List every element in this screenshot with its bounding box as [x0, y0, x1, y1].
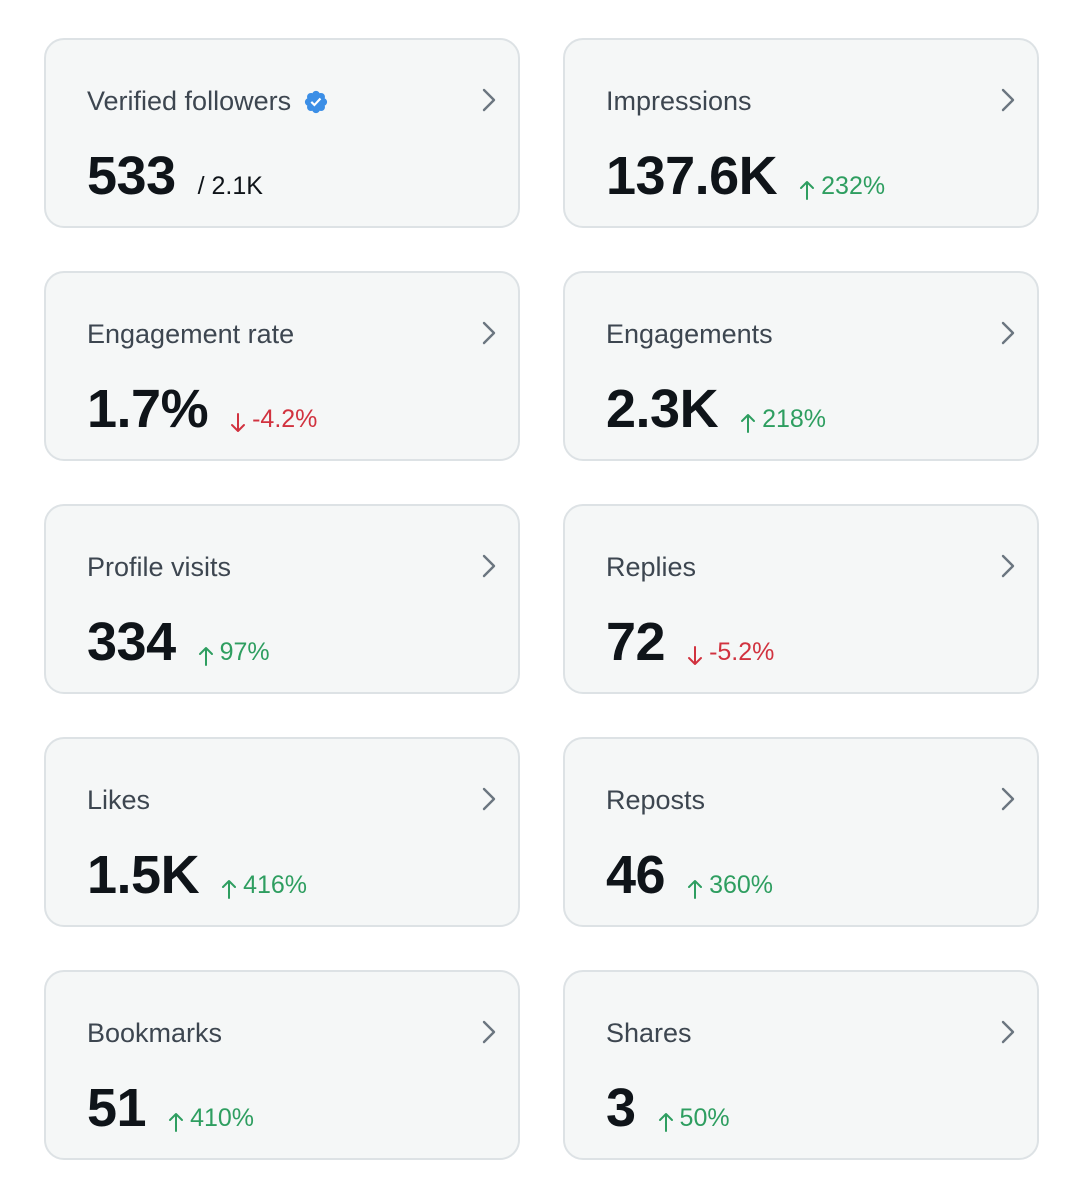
metric-row: 3 50%	[606, 1076, 730, 1140]
card-title: Engagement rate	[87, 319, 294, 350]
metric-value: 3	[606, 1078, 636, 1138]
metrics-grid: Verified followers 533 / 2.1K Impression…	[44, 38, 1039, 1160]
metric-delta: 97%	[198, 638, 270, 667]
chevron-right-icon	[482, 88, 496, 112]
card-title-text: Engagement rate	[87, 319, 295, 349]
card-engagements[interactable]: Engagements 2.3K 218%	[563, 271, 1039, 461]
chevron-right-icon	[1001, 88, 1015, 112]
metric-row: 1.5K 416%	[87, 843, 307, 907]
metric-value: 137.6K	[606, 146, 778, 206]
card-title-text: Profile visits	[87, 552, 232, 582]
card-title: Replies	[606, 552, 696, 583]
card-verified-followers[interactable]: Verified followers 533 / 2.1K	[44, 38, 520, 228]
metric-delta: 416%	[221, 871, 307, 900]
metric-row: 533 / 2.1K	[87, 144, 263, 208]
arrow-up-icon	[800, 180, 815, 200]
arrow-down-icon	[231, 412, 246, 432]
card-shares[interactable]: Shares 3 50%	[563, 970, 1039, 1160]
chevron-right-icon	[1001, 554, 1015, 578]
metric-delta: 232%	[799, 172, 885, 201]
card-title-text: Shares	[606, 1018, 692, 1048]
arrow-up-icon	[658, 1112, 673, 1132]
card-title: Bookmarks	[87, 1018, 222, 1049]
card-title: Likes	[87, 785, 150, 816]
metric-row: 51 410%	[87, 1076, 254, 1140]
card-title-text: Bookmarks	[87, 1018, 223, 1048]
arrow-up-icon	[198, 646, 213, 666]
metric-delta-text: 218%	[762, 405, 827, 433]
metric-value: 334	[87, 612, 176, 672]
card-bookmarks[interactable]: Bookmarks 51 410%	[44, 970, 520, 1160]
arrow-down-icon	[688, 645, 703, 665]
chevron-right-icon	[1001, 1020, 1015, 1044]
metric-delta: -4.2%	[230, 405, 317, 434]
card-title-text: Likes	[87, 785, 151, 815]
card-reposts[interactable]: Reposts 46 360%	[563, 737, 1039, 927]
metric-delta-text: -4.2%	[252, 405, 318, 433]
metric-value: 51	[87, 1078, 147, 1138]
arrow-up-icon	[169, 1112, 184, 1132]
card-title: Shares	[606, 1018, 692, 1049]
arrow-up-icon	[222, 879, 237, 899]
metric-delta: 218%	[740, 405, 826, 434]
card-replies[interactable]: Replies 72 -5.2%	[563, 504, 1039, 694]
metric-value: 533	[87, 146, 176, 206]
chevron-right-icon	[482, 1020, 496, 1044]
card-title: Impressions	[606, 86, 752, 117]
card-impressions[interactable]: Impressions 137.6K 232%	[563, 38, 1039, 228]
metric-value: 1.5K	[87, 845, 200, 905]
metric-row: 137.6K 232%	[606, 144, 885, 208]
card-title: Verified followers	[87, 86, 329, 117]
card-likes[interactable]: Likes 1.5K 416%	[44, 737, 520, 927]
metric-value: 2.3K	[606, 379, 719, 439]
card-title-text: Reposts	[606, 785, 706, 815]
chevron-right-icon	[482, 787, 496, 811]
metric-row: 72 -5.2%	[606, 610, 774, 674]
metric-delta: -5.2%	[687, 638, 774, 667]
arrow-up-icon	[688, 879, 703, 899]
metric-value: 46	[606, 845, 666, 905]
card-title: Profile visits	[87, 552, 231, 583]
chevron-right-icon	[1001, 787, 1015, 811]
verified-badge-icon	[305, 90, 328, 113]
metric-value: 72	[606, 612, 666, 672]
metric-delta: 360%	[687, 871, 773, 900]
chevron-right-icon	[482, 554, 496, 578]
metric-total: / 2.1K	[197, 172, 263, 200]
card-title-text: Engagements	[606, 319, 773, 349]
metric-row: 1.7% -4.2%	[87, 377, 317, 441]
metric-delta-text: 50%	[679, 1104, 730, 1132]
chevron-right-icon	[1001, 321, 1015, 345]
metric-row: 2.3K 218%	[606, 377, 826, 441]
metric-value: 1.7%	[87, 379, 209, 439]
chevron-right-icon	[482, 321, 496, 345]
metric-delta-text: 97%	[219, 638, 270, 666]
card-title: Engagements	[606, 319, 773, 350]
metric-delta-text: 232%	[821, 172, 886, 200]
card-title-text: Impressions	[606, 86, 752, 116]
metric-delta: 50%	[658, 1104, 730, 1133]
card-title-text: Verified followers	[87, 86, 292, 116]
metric-row: 46 360%	[606, 843, 773, 907]
card-title: Reposts	[606, 785, 705, 816]
metric-delta-text: 410%	[190, 1104, 255, 1132]
metric-delta-text: -5.2%	[709, 638, 775, 666]
metric-delta-text: 416%	[243, 871, 308, 899]
metric-delta-text: 360%	[709, 871, 774, 899]
card-profile-visits[interactable]: Profile visits 334 97%	[44, 504, 520, 694]
metric-row: 334 97%	[87, 610, 270, 674]
card-engagement-rate[interactable]: Engagement rate 1.7% -4.2%	[44, 271, 520, 461]
card-title-text: Replies	[606, 552, 697, 582]
metric-delta: 410%	[168, 1104, 254, 1133]
arrow-up-icon	[741, 413, 756, 433]
